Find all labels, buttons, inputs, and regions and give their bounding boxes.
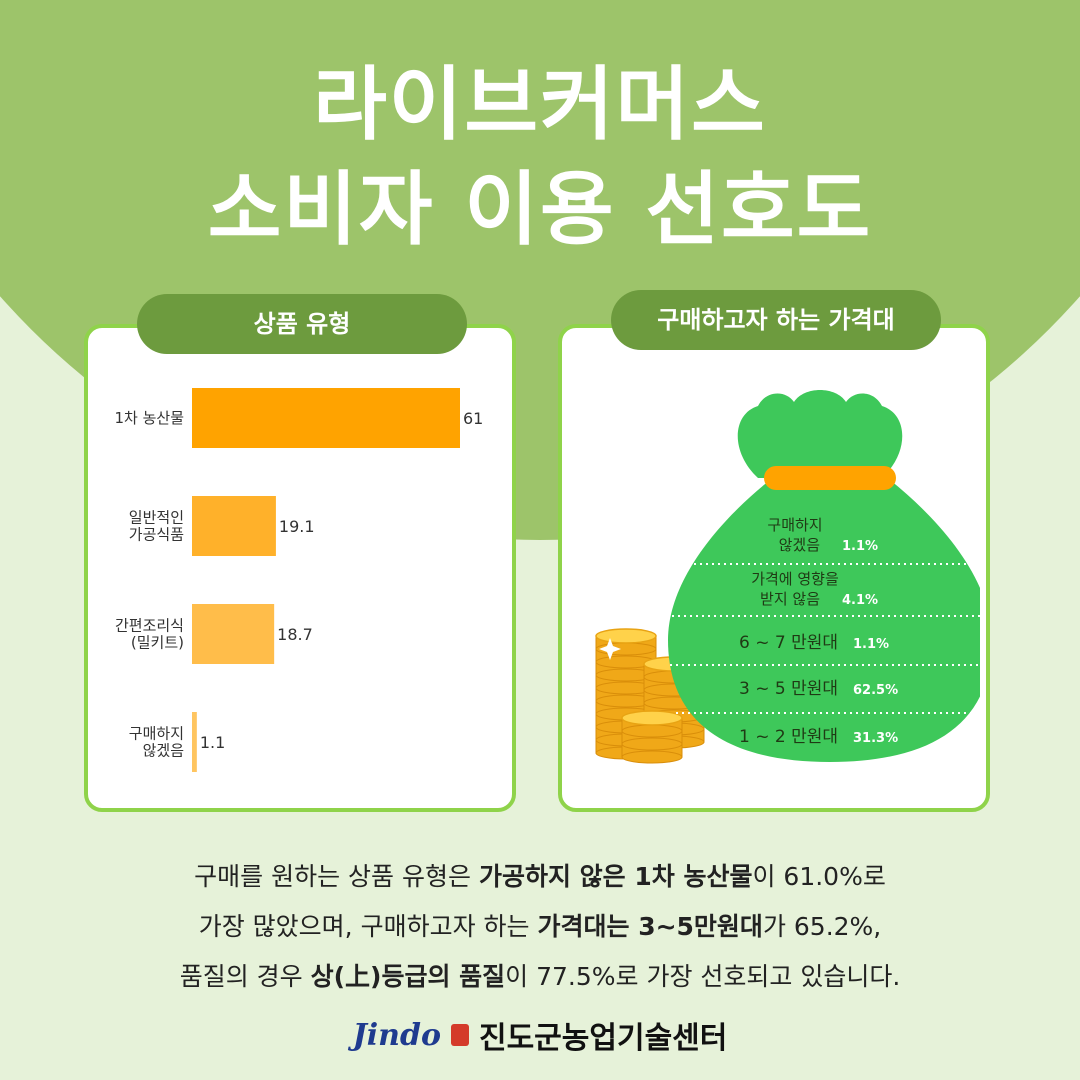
price-label-2: 가격에 영향을 — [751, 570, 839, 588]
price-value-2: 4.1% — [842, 593, 878, 608]
summary-line-1: 구매를 원하는 상품 유형은 가공하지 않은 1차 농산물이 61.0%로 — [194, 862, 886, 891]
category-label-4: 않겠음 — [143, 742, 184, 760]
jindo-logo: Jindo — [352, 1017, 441, 1053]
price-label-4: 3 ~ 5 만원대 — [739, 679, 838, 699]
product-type-heading: 상품 유형 — [137, 294, 467, 354]
bar-value-label-4: 1.1 — [200, 733, 225, 752]
title-line-1: 라이브커머스 — [313, 58, 767, 151]
bar-3 — [192, 604, 275, 664]
category-label-1: 1차 농산물 — [114, 409, 184, 427]
bar-value-label-3: 18.7 — [277, 625, 313, 644]
price-label-1: 구매하지 — [767, 516, 822, 534]
summary-line-2: 가장 많았으며, 구매하고자 하는 가격대는 3~5만원대가 65.2%, — [198, 912, 882, 941]
price-label-3: 6 ~ 7 만원대 — [739, 633, 838, 653]
price-value-3: 1.1% — [853, 637, 889, 652]
price-label-1: 않겠음 — [779, 536, 820, 554]
seal-icon — [450, 1024, 469, 1046]
category-label-4: 구매하지 — [129, 725, 184, 743]
title-line-2: 소비자 이용 선호도 — [207, 163, 873, 256]
bar-value-label-1: 61 — [463, 409, 483, 428]
bar-4 — [192, 712, 197, 772]
footer: Jindo 진도군농업기술센터 — [0, 1010, 1080, 1060]
money-bag-icon — [668, 480, 980, 762]
summary-text: 구매를 원하는 상품 유형은 가공하지 않은 1차 농산물이 61.0%로 가장… — [0, 852, 1080, 1002]
bag-tie-icon — [764, 466, 896, 490]
organization-name: 진도군농업기술센터 — [478, 1021, 728, 1056]
category-label-3: (밀키트) — [131, 634, 184, 652]
price-range-heading: 구매하고자 하는 가격대 — [611, 290, 941, 350]
bar-2 — [192, 496, 276, 556]
bar-1 — [192, 388, 460, 448]
bag-top-icon — [737, 390, 903, 478]
price-label-2: 받지 않음 — [760, 590, 820, 608]
summary-line-3: 품질의 경우 상(上)등급의 품질이 77.5%로 가장 선호되고 있습니다. — [179, 962, 901, 991]
bar-value-label-2: 19.1 — [279, 517, 315, 536]
price-value-4: 62.5% — [853, 683, 898, 698]
category-label-2: 일반적인 — [129, 509, 184, 527]
price-value-5: 31.3% — [853, 731, 898, 746]
category-label-2: 가공식품 — [129, 526, 184, 544]
category-label-3: 간편조리식 — [115, 617, 184, 635]
price-value-1: 1.1% — [842, 539, 878, 554]
price-label-5: 1 ~ 2 만원대 — [739, 727, 838, 747]
